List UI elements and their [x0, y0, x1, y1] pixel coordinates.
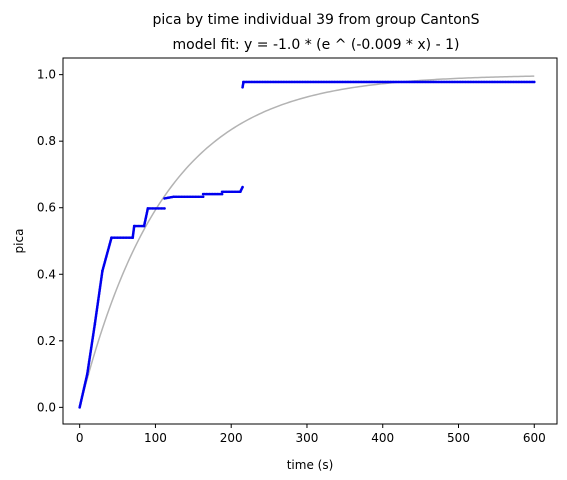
x-tick-label: 0	[76, 431, 84, 445]
data-point	[220, 192, 224, 196]
x-tick-label: 200	[220, 431, 243, 445]
points-layer	[78, 80, 536, 409]
y-tick-label: 0.6	[37, 201, 56, 215]
y-tick-label: 0.2	[37, 334, 56, 348]
y-tick-label: 1.0	[37, 68, 56, 82]
fit-line	[78, 75, 535, 408]
chart-title: pica by time individual 39 from group Ca…	[152, 12, 479, 28]
y-tick-label: 0.0	[37, 400, 56, 414]
data-point	[201, 195, 205, 199]
x-tick-label: 600	[523, 431, 546, 445]
x-tick-label: 400	[371, 431, 394, 445]
plot-area	[63, 58, 557, 424]
chart-subtitle: model fit: y = -1.0 * (e ^ (-0.009 * x) …	[173, 37, 460, 53]
x-tick-label: 300	[296, 431, 319, 445]
y-tick-label: 0.8	[37, 134, 56, 148]
fit-layer	[78, 75, 535, 408]
x-tick-label: 500	[447, 431, 470, 445]
y-tick-label: 0.4	[37, 267, 56, 281]
data-point	[163, 207, 166, 210]
x-tick-label: 100	[144, 431, 167, 445]
x-axis: 0 100 200 300 400 500 600	[76, 424, 546, 445]
axes-frame	[62, 57, 558, 425]
data-point	[532, 80, 536, 84]
data-point	[241, 185, 244, 189]
x-axis-label: time (s)	[287, 458, 334, 472]
y-axis-label: pica	[12, 229, 26, 254]
y-axis: 0.0 0.2 0.4 0.6 0.8 1.0	[37, 68, 63, 414]
